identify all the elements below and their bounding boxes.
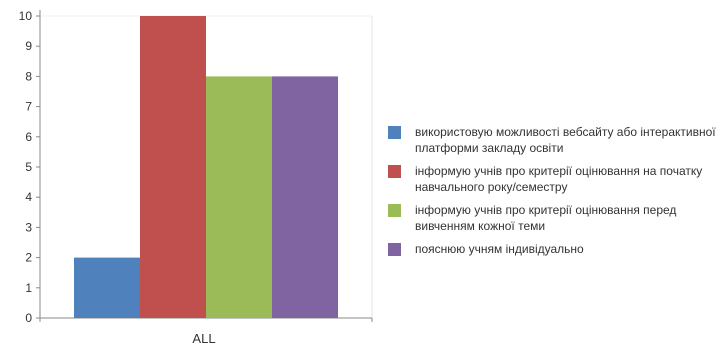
legend-item: використовую можливості вебсайту або інт… bbox=[388, 124, 718, 156]
x-category-label: ALL bbox=[192, 331, 215, 346]
y-tick-label: 1 bbox=[25, 281, 32, 295]
legend-label: використовую можливості вебсайту або інт… bbox=[415, 125, 716, 155]
y-tick-label: 3 bbox=[25, 220, 32, 234]
legend-swatch bbox=[388, 243, 401, 256]
legend-label: пояснюю учням індивідуально bbox=[415, 242, 584, 256]
y-tick-label: 6 bbox=[25, 130, 32, 144]
legend-swatch bbox=[388, 165, 401, 178]
bar-3 bbox=[206, 76, 272, 319]
legend-label: інформую учнів про критерії оцінювання н… bbox=[415, 164, 703, 194]
y-tick-label: 8 bbox=[25, 69, 32, 83]
chart-legend: використовую можливості вебсайту або інт… bbox=[388, 124, 718, 264]
y-tick-label: 5 bbox=[25, 160, 32, 174]
legend-item: інформую учнів про критерії оцінювання н… bbox=[388, 163, 718, 195]
bar-4 bbox=[272, 76, 338, 319]
bar-1 bbox=[74, 257, 140, 318]
bar-chart: 0 1 2 3 4 5 6 7 8 9 10 ALL bbox=[19, 9, 373, 346]
y-tick-label: 9 bbox=[25, 39, 32, 53]
legend-item: пояснюю учням індивідуально bbox=[388, 241, 718, 257]
y-tick-label: 0 bbox=[25, 311, 32, 325]
legend-swatch bbox=[388, 126, 401, 139]
legend-item: інформую учнів про критерії оцінювання п… bbox=[388, 202, 718, 234]
bar-2 bbox=[140, 16, 206, 318]
y-tick-label: 7 bbox=[25, 100, 32, 114]
y-tick-label: 10 bbox=[19, 9, 33, 23]
y-tick-label: 2 bbox=[25, 251, 32, 265]
legend-label: інформую учнів про критерії оцінювання п… bbox=[415, 203, 677, 233]
legend-swatch bbox=[388, 204, 401, 217]
y-tick-label: 4 bbox=[25, 190, 32, 204]
